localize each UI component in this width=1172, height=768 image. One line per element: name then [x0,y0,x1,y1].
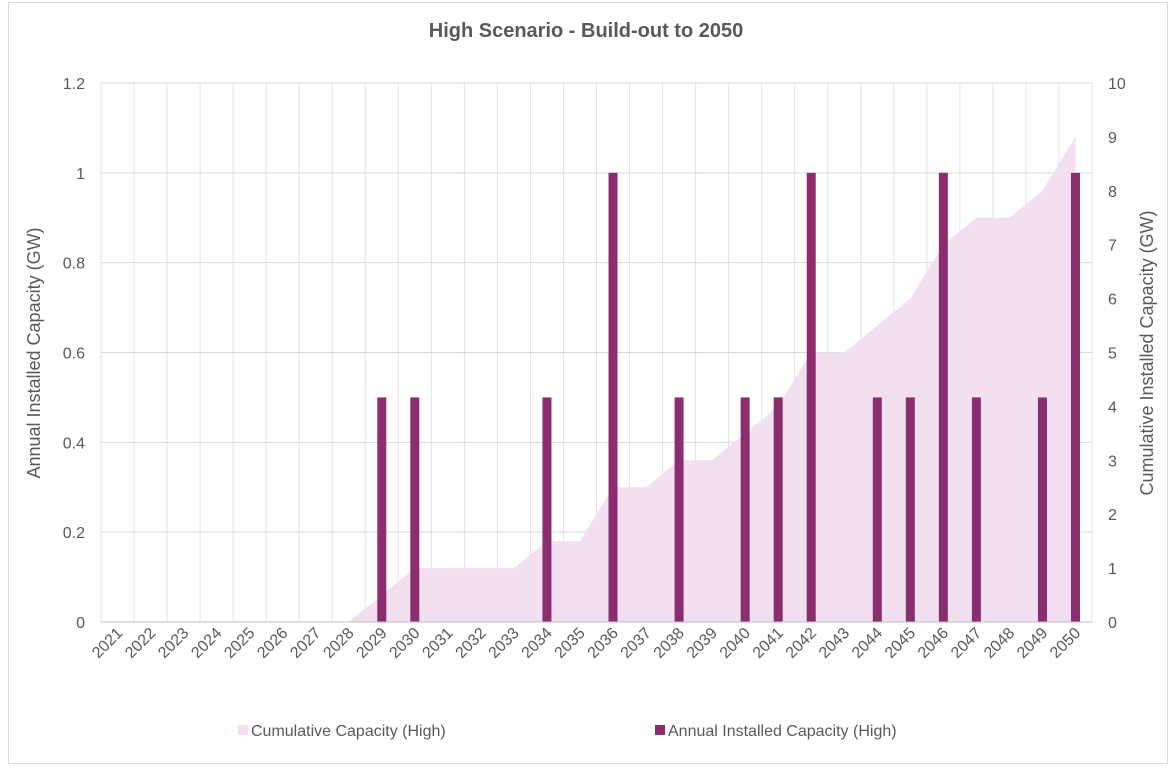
bar-annual-2050 [1070,172,1080,623]
area-layer [117,136,1076,622]
x-tick-label: 2031 [419,625,456,662]
bar-annual-2046 [938,172,948,623]
legend-swatch-annual [655,725,665,735]
x-tick-label: 2028 [320,625,357,662]
x-tick-label: 2032 [453,625,490,662]
bar-annual-2044 [872,397,882,622]
x-tick-label: 2048 [981,625,1018,662]
x-tick-label: 2047 [948,625,985,662]
bar-annual-2045 [905,397,915,622]
bar-annual-2042 [806,172,816,623]
bar-annual-2047 [971,397,981,622]
y2-tick-label: 3 [1108,453,1117,470]
x-tick-label: 2035 [552,625,589,662]
x-tick-label: 2039 [684,625,721,662]
x-tick-label: 2026 [254,625,291,662]
y2-tick-label: 10 [1108,76,1126,93]
series-area-cumulative [117,136,1076,622]
x-tick-label: 2044 [849,625,886,662]
y2-axis-title: Cumulative Installed Capacity (GW) [1137,210,1157,495]
x-tick-label: 2037 [618,625,655,662]
legend-swatch-cumulative [238,725,248,735]
y2-tick-label: 2 [1108,507,1117,524]
y2-tick-label: 0 [1108,615,1117,632]
x-tick-label: 2036 [585,625,622,662]
y2-tick-label: 5 [1108,346,1117,363]
y2-tick-label: 9 [1108,130,1117,147]
y-tick-label: 1.2 [63,76,85,93]
x-tick-label: 2024 [188,625,225,662]
legend-label-cumulative: Cumulative Capacity (High) [251,723,446,740]
x-tick-label: 2042 [783,625,820,662]
x-tick-label: 2049 [1014,625,1051,662]
y-tick-label: 0.6 [63,346,85,363]
x-tick-label: 2043 [816,625,853,662]
x-tick-label: 2021 [89,625,126,662]
y2-tick-label: 8 [1108,184,1117,201]
x-tick-label: 2046 [915,625,952,662]
x-tick-label: 2050 [1047,625,1084,662]
bar-annual-2041 [773,397,783,622]
x-tick-label: 2023 [155,625,192,662]
y2-tick-label: 4 [1108,399,1117,416]
y-tick-label: 0.4 [63,435,85,452]
x-tick-label: 2027 [287,625,324,662]
x-tick-label: 2045 [882,625,919,662]
x-tick-label: 2022 [122,625,159,662]
chart-title: High Scenario - Build-out to 2050 [428,20,744,42]
legend: Cumulative Capacity (High) Annual Instal… [238,723,897,740]
y-axis-title: Annual Installed Capacity (GW) [24,227,44,478]
bar-annual-2038 [674,397,684,622]
bar-annual-2030 [410,397,420,622]
bar-annual-2034 [542,397,552,622]
y2-tick-label: 7 [1108,238,1117,255]
bar-annual-2040 [740,397,750,622]
y-tick-label: 0.8 [63,256,85,273]
x-tick-label: 2040 [717,625,754,662]
x-tick-label: 2025 [221,625,258,662]
x-tick-label: 2029 [353,625,390,662]
bar-annual-2049 [1037,397,1047,622]
x-tick-label: 2041 [750,625,787,662]
x-tick-label: 2033 [486,625,523,662]
bar-annual-2029 [377,397,387,622]
x-tick-label: 2030 [386,625,423,662]
y2-tick-label: 1 [1108,561,1117,578]
y2-tick-label: 6 [1108,292,1117,309]
y-tick-label: 0 [76,615,85,632]
y-tick-label: 0.2 [63,525,85,542]
x-tick-label: 2038 [651,625,688,662]
x-tick-label: 2034 [519,625,556,662]
bar-layer [377,172,1080,623]
bar-annual-2036 [608,172,618,623]
y-tick-label: 1 [76,166,85,183]
legend-label-annual: Annual Installed Capacity (High) [668,723,897,740]
